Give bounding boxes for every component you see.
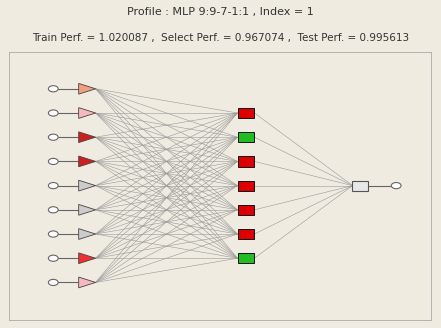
Polygon shape — [78, 108, 96, 118]
Text: Train Perf. = 1.020087 ,  Select Perf. = 0.967074 ,  Test Perf. = 0.995613: Train Perf. = 1.020087 , Select Perf. = … — [32, 33, 409, 43]
Circle shape — [49, 231, 58, 237]
Circle shape — [49, 110, 58, 116]
Circle shape — [49, 182, 58, 189]
Bar — [352, 180, 368, 191]
Bar — [238, 253, 254, 263]
Circle shape — [49, 158, 58, 165]
Polygon shape — [78, 253, 96, 264]
Bar — [238, 156, 254, 167]
Polygon shape — [78, 229, 96, 239]
Circle shape — [49, 255, 58, 261]
Circle shape — [49, 86, 58, 92]
Polygon shape — [78, 204, 96, 215]
Bar — [238, 180, 254, 191]
Text: Profile : MLP 9:9-7-1:1 , Index = 1: Profile : MLP 9:9-7-1:1 , Index = 1 — [127, 7, 314, 16]
Bar — [238, 132, 254, 142]
Polygon shape — [78, 132, 96, 143]
Circle shape — [49, 134, 58, 140]
Bar — [238, 229, 254, 239]
Polygon shape — [78, 83, 96, 94]
Bar — [238, 205, 254, 215]
Circle shape — [391, 182, 401, 189]
Polygon shape — [78, 180, 96, 191]
Circle shape — [49, 279, 58, 286]
Circle shape — [49, 207, 58, 213]
Bar — [238, 108, 254, 118]
Polygon shape — [78, 277, 96, 288]
Polygon shape — [78, 156, 96, 167]
